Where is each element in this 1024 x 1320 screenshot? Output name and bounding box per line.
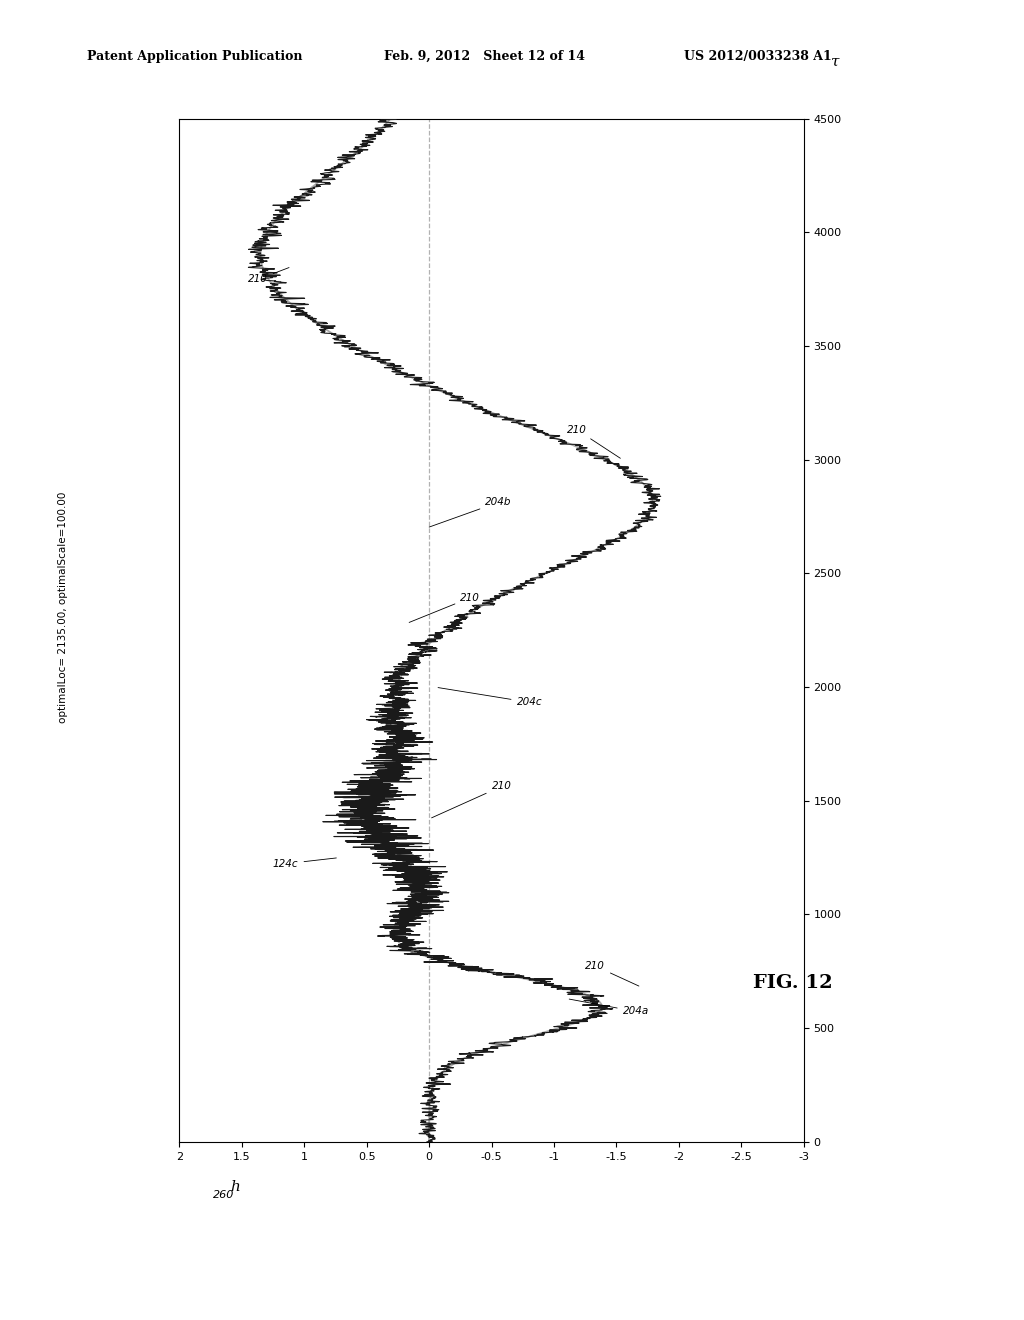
Text: 210: 210 <box>410 593 480 623</box>
Text: optimalLoc= 2135.00, optimalScale=100.00: optimalLoc= 2135.00, optimalScale=100.00 <box>58 491 69 723</box>
Text: 124c: 124c <box>272 858 336 869</box>
Text: 204b: 204b <box>429 498 512 527</box>
Text: FIG. 12: FIG. 12 <box>753 974 833 993</box>
Text: 210: 210 <box>585 961 639 986</box>
Text: 210: 210 <box>566 425 621 458</box>
Text: US 2012/0033238 A1: US 2012/0033238 A1 <box>684 50 831 63</box>
Text: 260: 260 <box>213 1189 233 1200</box>
Text: 210: 210 <box>431 781 511 818</box>
Text: Feb. 9, 2012   Sheet 12 of 14: Feb. 9, 2012 Sheet 12 of 14 <box>384 50 585 63</box>
Text: Patent Application Publication: Patent Application Publication <box>87 50 302 63</box>
Text: h: h <box>230 1180 241 1195</box>
Text: 204c: 204c <box>438 688 542 708</box>
Text: τ: τ <box>830 55 840 69</box>
Text: 204a: 204a <box>569 999 649 1016</box>
Text: 210: 210 <box>248 268 289 285</box>
